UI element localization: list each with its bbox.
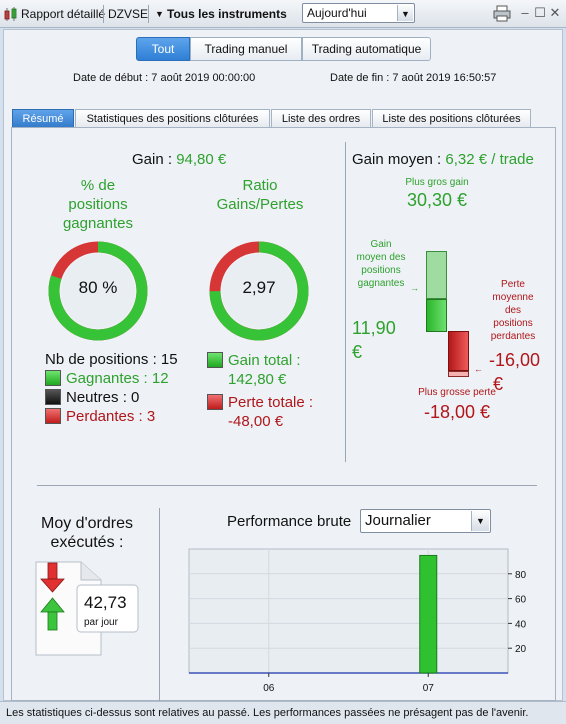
filter-manual-button[interactable]: Trading manuel [190, 37, 302, 61]
gain-label: Gain : [132, 151, 177, 168]
chevron-down-icon[interactable]: ▼ [397, 5, 413, 21]
worst-loss-label: Plus grosse perte [418, 387, 496, 398]
performance-period-select[interactable]: Journalier ▼ [360, 509, 491, 533]
best-gain-label: Plus gros gain [405, 177, 469, 188]
ratio-gauge [209, 241, 309, 341]
report-title: Rapport détaillé [21, 7, 106, 21]
y-tick-label: 20 [515, 644, 527, 655]
gain-summary: Gain : 94,80 € [132, 151, 226, 168]
orders-value: 42,73 [84, 593, 127, 612]
period-select[interactable]: Aujourd'hui ▼ [302, 3, 415, 23]
minimize-icon[interactable]: – [521, 5, 529, 20]
arrow-down-icon [40, 562, 65, 593]
tab-closed-stats[interactable]: Statistiques des positions clôturées [75, 109, 270, 128]
avg-loss-value: -16,00 € [489, 350, 541, 394]
positions-count: Nb de positions : 15 [45, 351, 178, 368]
disclaimer: Les statistiques ci-dessus sont relative… [0, 701, 566, 724]
toolbar: Rapport détaillé DZVSE ▼ Tous les instru… [0, 0, 566, 28]
arrow-up-icon [40, 597, 65, 631]
avg-win-value: 11,90 € [352, 318, 396, 362]
ratio-title: Ratio Gains/Pertes [216, 177, 304, 213]
report-window: Tout Trading manuel Trading automatique … [3, 29, 563, 702]
avg-loss-label: Perte moyenne des positions perdantes [490, 279, 536, 342]
performance-chart: 20 40 60 80 06 07 [188, 548, 527, 694]
best-gain-value: 30,30 € [406, 190, 468, 210]
avg-win-bar [426, 299, 447, 332]
filter-auto-button[interactable]: Trading automatique [302, 37, 431, 61]
chevron-down-icon[interactable]: ▼ [155, 9, 164, 19]
performance-period-value: Journalier [365, 512, 431, 529]
best-gain-bar [426, 251, 447, 299]
avg-gain-summary: Gain moyen : 6,32 € / trade [352, 151, 534, 168]
arrow-left-icon: ← [474, 364, 483, 374]
x-tick-label: 07 [423, 683, 435, 694]
avg-loss-bar [448, 331, 469, 371]
avg-gain-value: 6,32 € / trade [445, 151, 534, 168]
tab-summary[interactable]: Résumé [12, 109, 74, 128]
neutral-swatch [45, 389, 61, 405]
account-label[interactable]: DZVSE [108, 7, 149, 21]
win-rate-title: % de positions gagnantes [62, 177, 134, 232]
maximize-icon[interactable]: ☐ [534, 5, 546, 20]
end-date: Date de fin : 7 août 2019 16:50:57 [330, 72, 497, 84]
orders-unit: par jour [84, 617, 118, 628]
total-gain: Gain total : 142,80 € [207, 351, 301, 389]
avg-gain-label: Gain moyen : [352, 151, 446, 168]
tab-closed-positions[interactable]: Liste des positions clôturées [372, 109, 531, 128]
y-tick-label: 40 [515, 619, 527, 630]
chevron-down-icon[interactable]: ▼ [471, 511, 489, 531]
total-loss-swatch [207, 394, 223, 410]
gain-value: 94,80 € [176, 151, 227, 168]
losers-row: Perdantes : 3 [45, 408, 155, 425]
performance-label: Performance brute [227, 513, 352, 530]
total-gain-swatch [207, 352, 223, 368]
losers-swatch [45, 408, 61, 424]
candlestick-icon [4, 7, 17, 21]
bar-07 [419, 554, 438, 674]
orders-title: Moy d'ordres exécutés : [41, 515, 133, 551]
filter-all-button[interactable]: Tout [136, 37, 190, 61]
close-icon[interactable]: ✕ [549, 5, 561, 20]
worst-loss-bar [448, 371, 469, 377]
tab-orders[interactable]: Liste des ordres [271, 109, 371, 128]
win-rate-gauge [48, 241, 148, 341]
win-rate-value: 80 % [78, 278, 118, 297]
instrument-menu[interactable]: Tous les instruments [167, 7, 287, 21]
winners-row: Gagnantes : 12 [45, 370, 169, 387]
ratio-value: 2,97 [242, 278, 276, 297]
total-loss: Perte totale : -48,00 € [207, 393, 313, 431]
orders-icon [35, 561, 139, 656]
plot-area [188, 548, 509, 674]
neutral-row: Neutres : 0 [45, 389, 139, 406]
period-select-value: Aujourd'hui [307, 6, 367, 20]
y-tick-label: 80 [515, 570, 527, 581]
arrow-right-icon: → [410, 283, 419, 293]
x-tick-label: 06 [263, 683, 275, 694]
avg-win-label: Gain moyen des positions gagnantes [356, 239, 406, 289]
worst-loss-value: -18,00 € [423, 402, 491, 422]
y-tick-label: 60 [515, 595, 527, 606]
printer-icon[interactable] [493, 5, 511, 22]
summary-panel: Gain : 94,80 € % de positions gagnantes … [11, 127, 556, 702]
start-date: Date de début : 7 août 2019 00:00:00 [73, 72, 256, 84]
winners-swatch [45, 370, 61, 386]
